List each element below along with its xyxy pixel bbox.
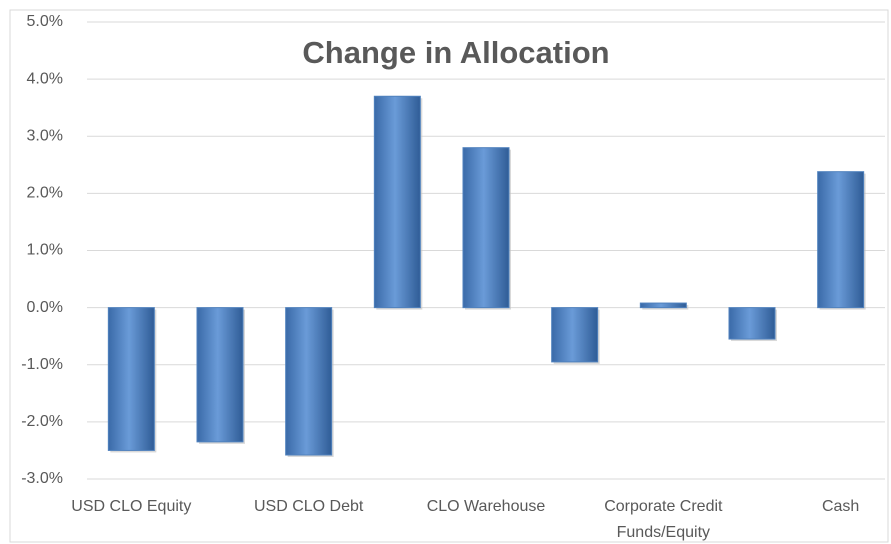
y-tick-label: -1.0% bbox=[21, 356, 63, 373]
bar bbox=[817, 171, 865, 309]
bar bbox=[107, 307, 155, 451]
y-tick-label: 1.0% bbox=[27, 242, 63, 259]
x-tick-label: USD CLO Debt bbox=[253, 498, 364, 515]
x-tick-label: Cash bbox=[821, 498, 860, 515]
x-tick-label: Corporate Credit Funds/Equity bbox=[604, 498, 723, 541]
y-tick-label: 5.0% bbox=[27, 13, 63, 30]
bar bbox=[373, 95, 421, 309]
bar bbox=[285, 307, 333, 456]
bar bbox=[728, 307, 776, 340]
y-tick-label: 3.0% bbox=[27, 127, 63, 144]
bar bbox=[639, 302, 687, 309]
bar bbox=[462, 147, 510, 309]
bar bbox=[551, 307, 599, 363]
y-tick-label: 2.0% bbox=[27, 185, 63, 202]
y-tick-label: 0.0% bbox=[27, 299, 63, 316]
y-tick-label: -2.0% bbox=[21, 413, 63, 430]
chart-frame bbox=[9, 9, 889, 543]
y-tick-label: 4.0% bbox=[27, 70, 63, 87]
chart-title: Change in Allocation bbox=[302, 35, 609, 70]
y-tick-label: -3.0% bbox=[21, 470, 63, 487]
bar bbox=[196, 307, 244, 443]
x-tick-label: USD CLO Equity bbox=[71, 498, 192, 515]
x-tick-label: CLO Warehouse bbox=[426, 498, 546, 515]
